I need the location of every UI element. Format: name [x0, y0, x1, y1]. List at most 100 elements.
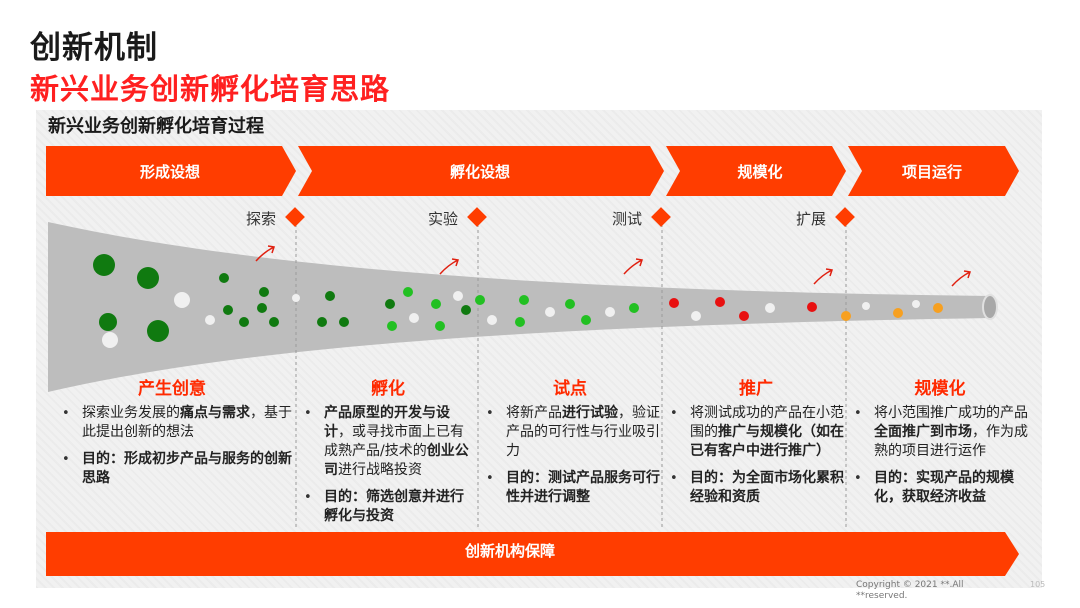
milestone-diamond-2 [467, 207, 487, 227]
bottom-bar-label: 创新机构保障 [464, 542, 555, 560]
bullet-text-run: 创业公司 [324, 443, 469, 478]
dot [387, 321, 397, 331]
phase-dividers [295, 218, 847, 530]
bullet-text-run: 目的：筛选创意并进行孵化与投资 [324, 489, 464, 524]
dot [219, 273, 229, 283]
dot [147, 320, 169, 342]
bullet-text-run: 探索业务发展的 [82, 405, 180, 421]
bullet-text-run: 目的：为全面市场化累积经验和资质 [690, 470, 844, 505]
dot [409, 313, 419, 323]
milestone-label-1: 探索 [246, 210, 277, 228]
dot [102, 332, 118, 348]
dot [385, 299, 395, 309]
growth-arrow-icon [439, 258, 459, 275]
dot [174, 292, 190, 308]
dot [841, 311, 851, 321]
page-subtitle: 新兴业务创新孵化培育思路 [30, 72, 391, 106]
phase-title-3: 试点 [553, 379, 587, 399]
phase-title-2: 孵化 [371, 379, 405, 399]
phase-column-5: 将小范围推广成功的产品全面推广到市场，作为成熟的项目进行运作目的：实现产品的规模… [848, 404, 1034, 515]
funnel-end [982, 294, 998, 320]
bullet-text-run: 将小范围推广成功的产品 [874, 405, 1028, 421]
dot [292, 294, 300, 302]
growth-arrow-icon [813, 268, 833, 285]
phase-bullet-item: 产品原型的开发与设计，或寻找市面上已有成熟产品/技术的创业公司进行战略投资 [298, 404, 476, 480]
growth-arrows [255, 245, 971, 287]
phase-bullet-item: 目的：实现产品的规模化，获取经济收益 [848, 469, 1034, 507]
dot [565, 299, 575, 309]
bullet-text-run: 将新产品 [506, 405, 562, 421]
dot [691, 311, 701, 321]
milestone-label-2: 实验 [428, 210, 459, 228]
dot [581, 315, 591, 325]
phase-bullet-item: 目的：筛选创意并进行孵化与投资 [298, 488, 476, 526]
stage-chevron-2 [298, 146, 664, 196]
dot [453, 291, 463, 301]
dot [325, 291, 335, 301]
stage-label-4: 项目运行 [901, 163, 962, 181]
bullet-text-run: ，作为成熟的项目进行运作 [874, 424, 1028, 459]
bullet-text-run: 推广与规模化（如在已有客户中进行推广） [690, 424, 844, 459]
dot [99, 313, 117, 331]
phase-bullet-item: 目的：测试产品服务可行性并进行调整 [480, 469, 660, 507]
dot [317, 317, 327, 327]
bullet-text-run: 痛点与需求 [180, 405, 250, 421]
dot [912, 300, 920, 308]
growth-arrow-icon [623, 258, 643, 275]
bullet-text-run: 将测试成功的产品在小范围的 [690, 405, 844, 440]
milestone-label-4: 扩展 [796, 210, 827, 228]
dot [239, 317, 249, 327]
dot [137, 267, 159, 289]
bullet-text-run: ，验证产品的可行性与行业吸引力 [506, 405, 660, 459]
dot [765, 303, 775, 313]
dot [431, 299, 441, 309]
dot [269, 317, 279, 327]
page-number: 105 [1030, 580, 1046, 589]
dot [475, 295, 485, 305]
phase-title-5: 规模化 [914, 379, 966, 399]
stage-label-1: 形成设想 [139, 163, 200, 181]
dot [515, 317, 525, 327]
stage-chevron-3 [666, 146, 846, 196]
phase-column-3: 将新产品进行试验，验证产品的可行性与行业吸引力目的：测试产品服务可行性并进行调整 [480, 404, 660, 515]
bullet-text-run: 进行试验 [562, 405, 618, 421]
dot [223, 305, 233, 315]
bullet-text-run: ，或寻找市面上已有成熟产品/技术的 [324, 424, 464, 459]
bullet-text-run: 目的：形成初步产品与服务的创新思路 [82, 451, 292, 486]
bullet-text-run: 全面推广到市场 [874, 424, 972, 440]
phase-bullet-item: 探索业务发展的痛点与需求，基于此提出创新的想法 [56, 404, 292, 442]
phase-column-4: 将测试成功的产品在小范围的推广与规模化（如在已有客户中进行推广） 目的：为全面市场… [664, 404, 844, 515]
phase-bullet-item: 将新产品进行试验，验证产品的可行性与行业吸引力 [480, 404, 660, 461]
dot [257, 303, 267, 313]
dot [259, 287, 269, 297]
dot [403, 287, 413, 297]
page-title: 创新机制 [30, 30, 158, 66]
bullet-text-run: ，基于此提出创新的想法 [82, 405, 292, 440]
milestone-diamond-4 [835, 207, 855, 227]
stage-chevron-4 [848, 146, 1019, 196]
dot [669, 298, 679, 308]
stage-label-3: 规模化 [737, 163, 783, 181]
bullet-text-run: 进行战略投资 [338, 462, 422, 478]
dot [715, 297, 725, 307]
copyright-text: Copyright © 2021 **.All **reserved. [856, 580, 964, 601]
dot [605, 307, 615, 317]
dot [629, 303, 639, 313]
phase-bullet-item: 将测试成功的产品在小范围的推广与规模化（如在已有客户中进行推广） [664, 404, 844, 461]
stage-chevron-1 [46, 146, 296, 196]
phase-column-2: 产品原型的开发与设计，或寻找市面上已有成熟产品/技术的创业公司进行战略投资目的：… [298, 404, 476, 534]
bottom-arrow-bar [46, 532, 1019, 576]
dot [339, 317, 349, 327]
dot [739, 311, 749, 321]
phase-bullet-item: 目的：形成初步产品与服务的创新思路 [56, 450, 292, 488]
bullet-text-run: 目的：实现产品的规模化，获取经济收益 [874, 470, 1014, 505]
phase-bullet-item: 目的：为全面市场化累积经验和资质 [664, 469, 844, 507]
dot [545, 307, 555, 317]
dot [862, 302, 870, 310]
dot [205, 315, 215, 325]
growth-arrow-icon [255, 245, 275, 262]
milestone-diamond-1 [285, 207, 305, 227]
dot [461, 305, 471, 315]
dot [435, 321, 445, 331]
